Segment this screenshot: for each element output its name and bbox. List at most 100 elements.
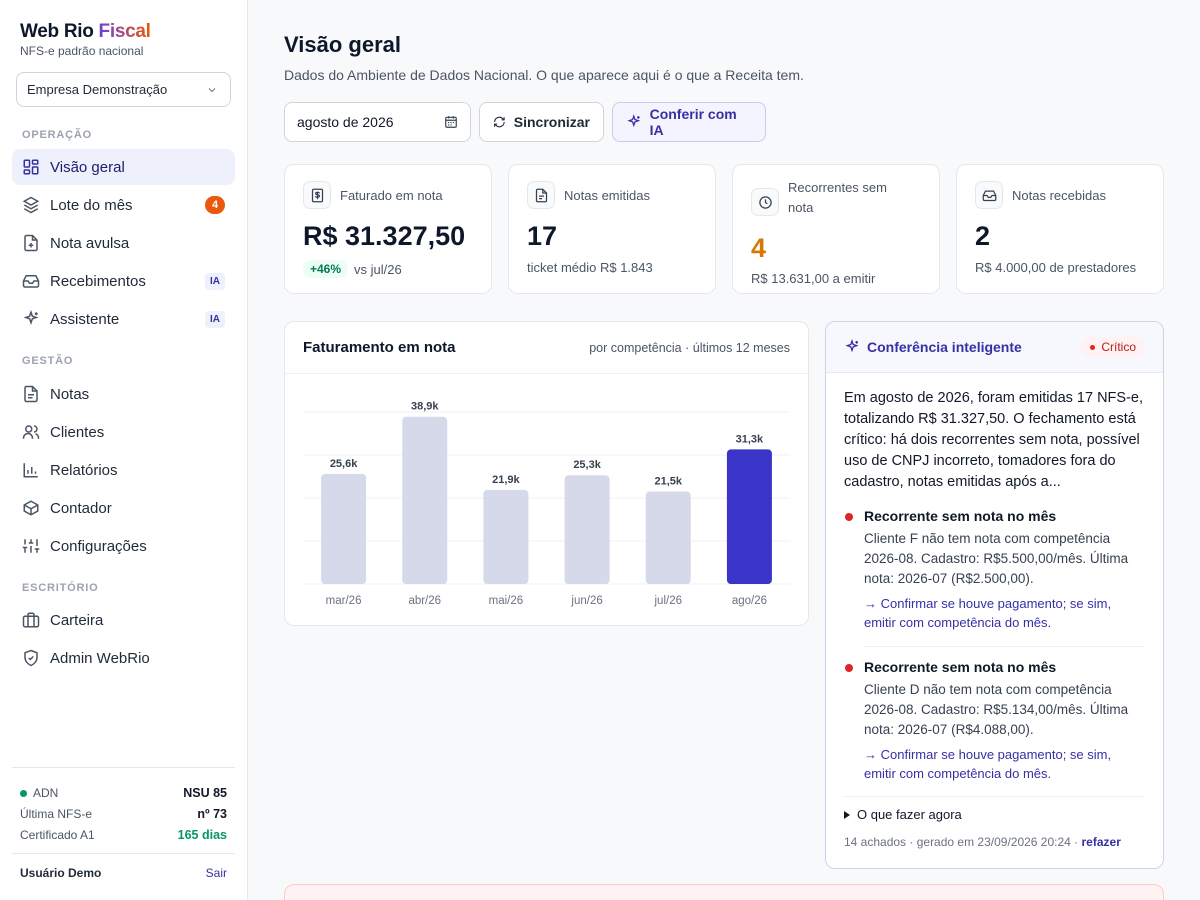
layers-icon <box>22 196 40 214</box>
sparkles-icon <box>23 310 39 326</box>
redo-link[interactable]: refazer <box>1081 835 1121 849</box>
check-with-ai-button[interactable]: Conferir com IA <box>612 102 766 142</box>
section-label-escritorio: ESCRITÓRIO <box>22 582 99 594</box>
kpi-value: R$ 31.327,50 <box>303 221 466 251</box>
chart-bar <box>726 449 772 584</box>
status-value: 165 dias <box>177 827 227 842</box>
ai-review-title-text: Conferência inteligente <box>867 339 1022 355</box>
finding-action[interactable]: → Confirmar se houve pagamento; se sim, … <box>864 596 1112 630</box>
shield-icon <box>24 649 38 667</box>
finding-detail: Cliente F não tem nota com competência 2… <box>864 531 1129 586</box>
month-picker-value: agosto de 2026 <box>297 114 394 130</box>
bar-value-label: 25,3k <box>573 459 601 471</box>
sync-button[interactable]: Sincronizar <box>479 102 604 142</box>
user-name: Usuário Demo <box>20 866 102 880</box>
divider <box>285 373 808 374</box>
kpi-icon-box <box>527 181 555 209</box>
bar-chart-icon <box>23 463 38 478</box>
status-badge: Crítico <box>1081 337 1145 357</box>
sliders-icon <box>22 539 40 553</box>
sidebar-item-contador[interactable]: Contador <box>12 490 235 526</box>
ia-badge: IA <box>205 311 225 328</box>
what-to-do-label: O que fazer agora <box>857 807 962 822</box>
sidebar-item-label: Nota avulsa <box>50 234 130 252</box>
sidebar-item-admin-webrio[interactable]: Admin WebRio <box>12 640 235 676</box>
sparkles-icon <box>627 114 641 128</box>
sidebar-item-recebimentos[interactable]: Recebimentos IA <box>12 263 235 299</box>
kpi-value: 4 <box>751 233 767 263</box>
kpi-footer-text: R$ 4.000,00 de prestadores <box>975 260 1137 275</box>
kpi-footer-text: R$ 13.631,00 a emitir <box>751 271 876 286</box>
status-row-certificado: Certificado A1 165 dias <box>12 824 235 845</box>
brand-name: Web Rio <box>20 21 94 42</box>
ai-summary: Em agosto de 2026, foram emitidas 17 NFS… <box>844 390 1144 490</box>
dollar-doc-icon <box>311 188 323 202</box>
chart-bar <box>645 491 691 584</box>
ai-footer-text: 14 achados · gerado em 23/09/2026 20:24 … <box>844 835 1082 849</box>
x-tick-label: abr/26 <box>408 595 441 607</box>
sidebar-item-label: Configurações <box>50 537 147 555</box>
file-icon <box>24 385 38 403</box>
doc-icon <box>535 188 547 202</box>
chart-bar <box>402 416 448 584</box>
brand-name-accent: Fiscal <box>98 21 151 42</box>
logout-link[interactable]: Sair <box>205 866 227 880</box>
ai-review-footer: 14 achados · gerado em 23/09/2026 20:24 … <box>844 835 1121 849</box>
sync-button-label: Sincronizar <box>513 114 590 130</box>
month-picker[interactable]: agosto de 2026 <box>284 102 471 142</box>
bar-chart: 25,6k mar/26 38,9k abr/26 21,9k mai/26 25,3k ju… <box>303 401 790 607</box>
sidebar-item-assistente[interactable]: Assistente IA <box>12 301 235 337</box>
check-with-ai-label: Conferir com IA <box>649 106 737 138</box>
bar-value-label: 21,9k <box>492 474 520 486</box>
brand-logo[interactable]: Web Rio Fiscal <box>20 21 151 43</box>
sidebar-item-label: Assistente <box>50 310 120 328</box>
sidebar-item-clientes[interactable]: Clientes <box>12 414 235 450</box>
sidebar-item-label: Visão geral <box>50 158 125 176</box>
kpi-value: 17 <box>527 221 558 251</box>
kpi-label: Notas emitidas <box>564 187 650 203</box>
sidebar: Web Rio Fiscal NFS-e padrão nacional Emp… <box>0 0 248 900</box>
inbox-icon <box>982 190 996 201</box>
x-tick-label: mai/26 <box>489 595 524 607</box>
chart-bar <box>483 489 529 584</box>
chart-title: Faturamento em nota <box>303 339 456 356</box>
kpi-value: 2 <box>975 221 991 251</box>
count-badge: 4 <box>205 196 225 214</box>
kpi-header: Recorrentes sem nota <box>751 180 908 218</box>
company-select[interactable]: Empresa Demonstração <box>16 72 231 107</box>
chevron-down-icon <box>208 87 216 92</box>
status-label: Certificado A1 <box>20 827 95 842</box>
company-select-value: Empresa Demonstração <box>27 82 168 97</box>
sidebar-item-lote-do-mes[interactable]: Lote do mês 4 <box>12 187 235 223</box>
sidebar-item-visao-geral[interactable]: Visão geral <box>12 149 235 185</box>
kpi-recorrentes-sem-nota: Recorrentes sem nota 4 R$ 13.631,00 a em… <box>732 164 940 294</box>
kpi-label: Recorrentes sem nota <box>788 180 887 215</box>
x-tick-label: mar/26 <box>326 595 362 607</box>
disclosure-triangle-icon <box>844 810 850 819</box>
sidebar-item-label: Clientes <box>50 423 105 441</box>
section-label-gestao: GESTÃO <box>22 355 74 367</box>
what-to-do-toggle[interactable]: O que fazer agora <box>844 807 962 822</box>
ia-badge: IA <box>205 273 225 290</box>
sidebar-item-configuracoes[interactable]: Configurações <box>12 528 235 564</box>
refresh-icon <box>494 116 505 128</box>
x-tick-label: jul/26 <box>654 595 683 607</box>
kpi-footer-text: ticket médio R$ 1.843 <box>527 260 653 275</box>
sidebar-item-notas[interactable]: Notas <box>12 376 235 412</box>
status-label: ADN <box>20 786 58 800</box>
revenue-chart-card: Faturamento em nota por competência · úl… <box>284 321 809 626</box>
kpi-header: Faturado em nota <box>303 181 443 209</box>
brand-subtitle: NFS-e padrão nacional <box>20 44 144 58</box>
sidebar-item-label: Relatórios <box>50 461 118 479</box>
status-value: nº 73 <box>197 806 227 821</box>
kpi-icon-box <box>303 181 331 209</box>
finding-action[interactable]: → Confirmar se houve pagamento; se sim, … <box>864 747 1112 781</box>
kpi-icon-box <box>975 181 1003 209</box>
sidebar-item-nota-avulsa[interactable]: Nota avulsa <box>12 225 235 261</box>
sidebar-item-relatorios[interactable]: Relatórios <box>12 452 235 488</box>
finding-item: Recorrente sem nota no mês Cliente F não… <box>844 508 1144 632</box>
bar-value-label: 31,3k <box>736 433 764 445</box>
page-subtitle: Dados do Ambiente de Dados Nacional. O q… <box>284 67 804 83</box>
sidebar-item-carteira[interactable]: Carteira <box>12 602 235 638</box>
bar-value-label: 25,6k <box>330 458 358 470</box>
